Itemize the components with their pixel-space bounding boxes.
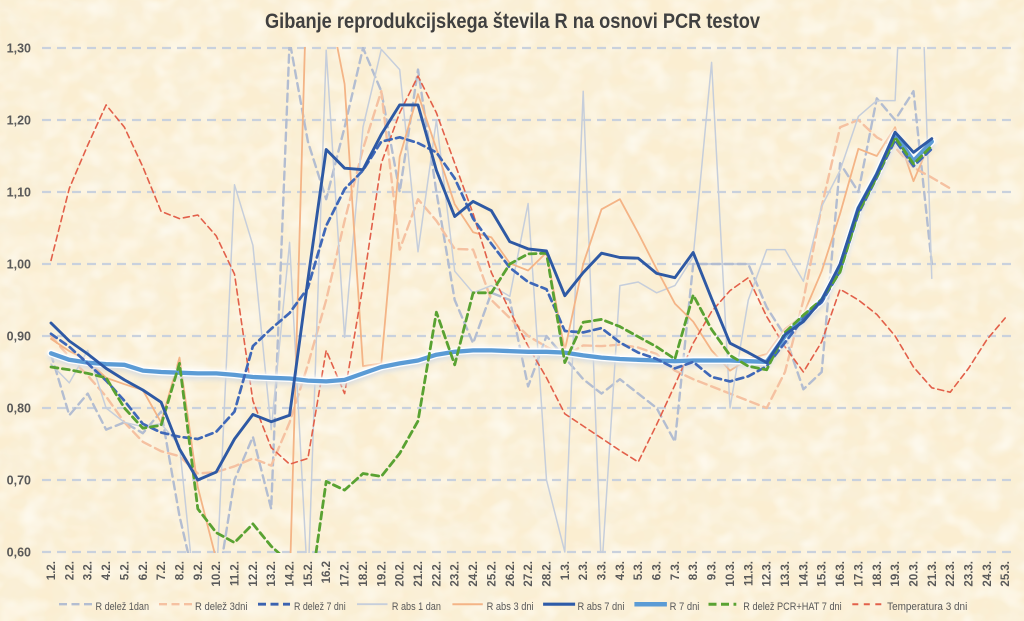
svg-text:19.2.: 19.2. bbox=[376, 561, 388, 587]
svg-text:11.2.: 11.2. bbox=[230, 561, 242, 586]
svg-text:R abs 3 dni: R abs 3 dni bbox=[487, 601, 534, 613]
svg-text:2.3.: 2.3. bbox=[578, 561, 590, 580]
svg-text:18.2.: 18.2. bbox=[358, 561, 370, 587]
svg-text:28.2.: 28.2. bbox=[542, 561, 554, 587]
svg-text:16.2: 16.2 bbox=[321, 561, 333, 583]
svg-text:22.3.: 22.3. bbox=[945, 561, 957, 587]
svg-text:1.2.: 1.2. bbox=[46, 561, 58, 580]
svg-text:1,00: 1,00 bbox=[7, 258, 31, 272]
svg-text:Temperatura 3 dni: Temperatura 3 dni bbox=[887, 601, 967, 613]
svg-text:6.2.: 6.2. bbox=[138, 561, 150, 580]
svg-text:10.3.: 10.3. bbox=[725, 561, 737, 587]
svg-text:5.3.: 5.3. bbox=[633, 561, 645, 580]
svg-text:15.2.: 15.2. bbox=[303, 561, 315, 587]
svg-text:24.2.: 24.2. bbox=[468, 561, 480, 587]
svg-text:19.3.: 19.3. bbox=[890, 561, 902, 587]
svg-text:0,90: 0,90 bbox=[7, 330, 31, 344]
svg-text:13.2.: 13.2. bbox=[266, 561, 278, 587]
svg-text:27.2.: 27.2. bbox=[523, 561, 535, 587]
svg-text:2.2.: 2.2. bbox=[64, 561, 76, 580]
svg-text:21.3.: 21.3. bbox=[927, 561, 939, 587]
svg-text:1,30: 1,30 bbox=[7, 42, 31, 56]
svg-text:R delež 1dan: R delež 1dan bbox=[96, 601, 150, 613]
svg-text:1.3.: 1.3. bbox=[560, 561, 572, 580]
svg-text:21.2.: 21.2. bbox=[413, 561, 425, 587]
svg-text:4.3.: 4.3. bbox=[615, 561, 627, 580]
svg-text:8.2.: 8.2. bbox=[175, 561, 187, 580]
svg-text:R delež 7 dni: R delež 7 dni bbox=[294, 601, 346, 613]
svg-text:0,60: 0,60 bbox=[7, 546, 31, 560]
svg-text:3.3.: 3.3. bbox=[597, 561, 609, 580]
svg-text:25.2.: 25.2. bbox=[486, 561, 498, 587]
svg-text:R abs 1 dan: R abs 1 dan bbox=[392, 601, 441, 613]
svg-text:24.3.: 24.3. bbox=[982, 561, 994, 587]
svg-text:4.2.: 4.2. bbox=[101, 561, 113, 580]
svg-text:12.2.: 12.2. bbox=[248, 561, 260, 587]
svg-text:Gibanje reprodukcijskega števi: Gibanje reprodukcijskega števila R na os… bbox=[265, 10, 760, 33]
svg-text:1,20: 1,20 bbox=[7, 114, 31, 128]
svg-text:3.2.: 3.2. bbox=[83, 561, 95, 580]
svg-text:25.3.: 25.3. bbox=[1000, 561, 1012, 587]
svg-text:7.2.: 7.2. bbox=[156, 561, 168, 580]
svg-text:7.3.: 7.3. bbox=[670, 561, 682, 580]
svg-text:14.2.: 14.2. bbox=[285, 561, 297, 587]
svg-text:0,70: 0,70 bbox=[7, 474, 31, 488]
svg-text:9.2.: 9.2. bbox=[193, 561, 205, 580]
svg-text:22.2.: 22.2. bbox=[431, 561, 443, 587]
svg-text:15.3.: 15.3. bbox=[817, 561, 829, 587]
svg-text:8.3.: 8.3. bbox=[688, 561, 700, 580]
svg-text:12.3.: 12.3. bbox=[762, 561, 774, 587]
svg-text:20.2.: 20.2. bbox=[395, 561, 407, 587]
svg-text:11.3.: 11.3. bbox=[743, 561, 755, 586]
svg-text:10.2.: 10.2. bbox=[211, 561, 223, 587]
svg-text:18.3.: 18.3. bbox=[872, 561, 884, 587]
svg-text:5.2.: 5.2. bbox=[119, 561, 131, 580]
svg-text:R 7 dni: R 7 dni bbox=[670, 601, 700, 613]
svg-text:9.3.: 9.3. bbox=[707, 561, 719, 580]
svg-text:0,80: 0,80 bbox=[7, 402, 31, 416]
svg-text:23.2.: 23.2. bbox=[450, 561, 462, 587]
svg-text:6.3.: 6.3. bbox=[652, 561, 664, 580]
svg-text:13.3.: 13.3. bbox=[780, 561, 792, 587]
svg-text:R delež PCR+HAT 7 dni: R delež PCR+HAT 7 dni bbox=[743, 601, 841, 613]
svg-text:20.3.: 20.3. bbox=[909, 561, 921, 587]
svg-text:16.3.: 16.3. bbox=[835, 561, 847, 587]
svg-text:14.3.: 14.3. bbox=[798, 561, 810, 587]
svg-text:23.3.: 23.3. bbox=[964, 561, 976, 587]
svg-text:R delež 3dni: R delež 3dni bbox=[195, 601, 248, 613]
svg-text:17.2.: 17.2. bbox=[340, 561, 352, 587]
svg-text:26.2.: 26.2. bbox=[505, 561, 517, 587]
svg-text:1,10: 1,10 bbox=[7, 186, 31, 200]
svg-text:R abs 7 dni: R abs 7 dni bbox=[578, 601, 625, 613]
svg-text:17.3.: 17.3. bbox=[853, 561, 865, 587]
